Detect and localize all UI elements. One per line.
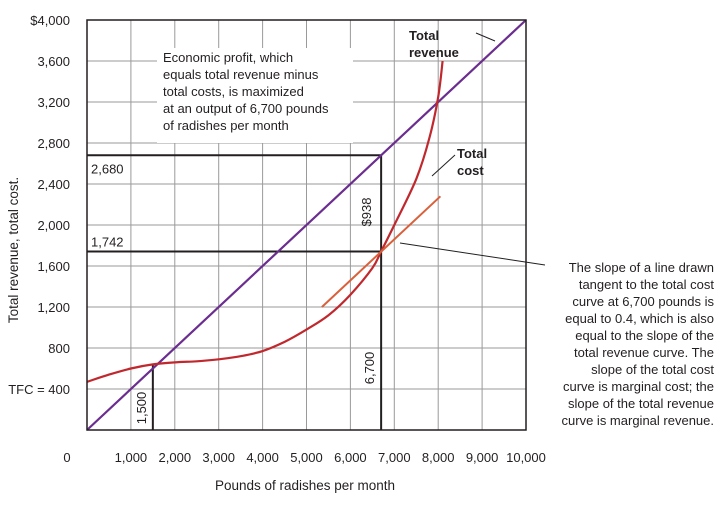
profit-note-line: at an output of 6,700 pounds	[163, 101, 329, 116]
y-tick-label: 1,600	[37, 259, 70, 274]
x-tick-label: 6,000	[334, 450, 367, 465]
x-tick-label: 10,000	[506, 450, 546, 465]
slope-note-line: slope of the total cost	[591, 362, 714, 377]
x-tick-label: 8,000	[422, 450, 455, 465]
total-cost-label: Total	[457, 146, 487, 161]
x-tick-label: 4,000	[246, 450, 279, 465]
total-revenue-label: Total	[409, 28, 439, 43]
x-axis-title: Pounds of radishes per month	[215, 478, 395, 493]
slope-note-line: curve is marginal revenue.	[562, 413, 714, 428]
y-tick-label: 2,000	[37, 218, 70, 233]
reference-label-6700: 6,700	[362, 352, 377, 385]
reference-lines-layer	[87, 32, 546, 430]
x-tick-label: 3,000	[202, 450, 235, 465]
y-tick-label: TFC = 400	[8, 382, 70, 397]
slope-note-line: curve is marginal cost; the	[563, 379, 714, 394]
slope-note-leader	[399, 242, 546, 266]
x-tick-label: 1,000	[115, 450, 148, 465]
reference-label-938: $938	[359, 198, 374, 227]
y-tick-label: 3,600	[37, 54, 70, 69]
y-tick-label: 800	[48, 341, 70, 356]
y-tick-label: 1,200	[37, 300, 70, 315]
total-revenue-line	[86, 19, 527, 431]
total-cost-curve	[86, 60, 444, 383]
profit-note-line: total costs, is maximized	[163, 84, 304, 99]
reference-label-2680: 2,680	[91, 161, 124, 176]
x-tick-label: 2,000	[159, 450, 192, 465]
origin-label: 0	[63, 450, 70, 465]
y-tick-label: $4,000	[30, 13, 70, 28]
slope-note-line: slope of the total revenue	[568, 396, 714, 411]
reference-label-1742: 1,742	[91, 234, 124, 249]
reference-label-1500: 1,500	[134, 392, 149, 425]
profit-note-line: of radishes per month	[163, 118, 289, 133]
tangent-line	[321, 195, 442, 308]
x-tick-label: 5,000	[290, 450, 323, 465]
slope-note-line: equal to 0.4, which is also	[565, 311, 714, 326]
plot-frame	[86, 19, 527, 431]
slope-note-line: curve at 6,700 pounds is	[572, 294, 714, 309]
slope-note-line: The slope of a line drawn	[569, 260, 714, 275]
x-tick-label: 9,000	[466, 450, 499, 465]
total-cost-leader	[431, 154, 456, 177]
profit-note-background	[157, 48, 353, 143]
y-tick-label: 2,400	[37, 177, 70, 192]
profit-note-line: Economic profit, which	[163, 50, 293, 65]
text-layer: 1,000 2,000 3,000 4,000 5,000 6,000 7,000 8,000…	[8, 13, 714, 465]
slope-note-line: equal to the slope of the	[575, 328, 714, 343]
series-layer	[86, 19, 527, 431]
total-cost-label: cost	[457, 163, 484, 178]
profit-note-line: equals total revenue minus	[163, 67, 319, 82]
y-axis-title: Total revenue, total cost.	[6, 177, 21, 323]
y-tick-label: 2,800	[37, 136, 70, 151]
y-tick-label: 3,200	[37, 95, 70, 110]
x-tick-label: 7,000	[378, 450, 411, 465]
slope-note-line: tangent to the total cost	[579, 277, 715, 292]
total-revenue-label: revenue	[409, 45, 459, 60]
profit-note: Economic profit, which equals total reven…	[157, 48, 353, 143]
slope-note-line: total revenue curve. The	[574, 345, 714, 360]
total-revenue-leader	[475, 32, 496, 42]
plot-border	[86, 19, 527, 431]
